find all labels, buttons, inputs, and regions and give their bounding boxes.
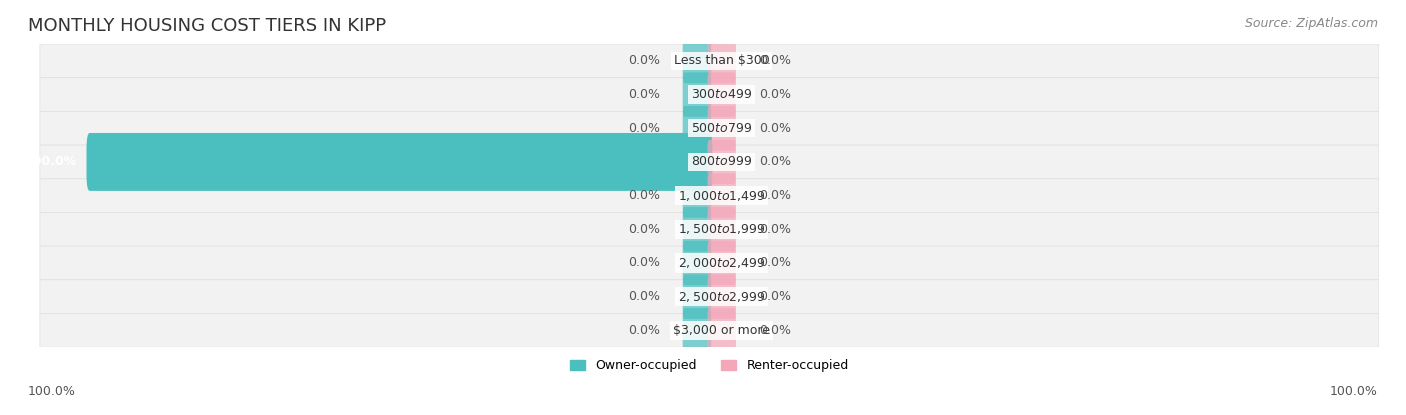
FancyBboxPatch shape: [39, 44, 1379, 78]
Text: $500 to $799: $500 to $799: [692, 122, 752, 135]
Text: 100.0%: 100.0%: [28, 386, 76, 398]
FancyBboxPatch shape: [39, 179, 1379, 212]
FancyBboxPatch shape: [707, 106, 735, 151]
FancyBboxPatch shape: [683, 106, 711, 151]
Text: 0.0%: 0.0%: [759, 223, 792, 236]
Text: 0.0%: 0.0%: [627, 54, 659, 67]
Text: 100.0%: 100.0%: [25, 156, 77, 168]
Text: Source: ZipAtlas.com: Source: ZipAtlas.com: [1244, 17, 1378, 29]
FancyBboxPatch shape: [707, 140, 735, 184]
Text: 0.0%: 0.0%: [759, 122, 792, 135]
Text: $800 to $999: $800 to $999: [692, 156, 752, 168]
Text: $1,000 to $1,499: $1,000 to $1,499: [678, 188, 765, 203]
FancyBboxPatch shape: [39, 78, 1379, 111]
FancyBboxPatch shape: [39, 246, 1379, 280]
Text: 0.0%: 0.0%: [627, 256, 659, 269]
Text: 0.0%: 0.0%: [759, 156, 792, 168]
Text: $2,500 to $2,999: $2,500 to $2,999: [678, 290, 765, 304]
FancyBboxPatch shape: [707, 72, 735, 117]
FancyBboxPatch shape: [683, 241, 711, 285]
Text: $1,500 to $1,999: $1,500 to $1,999: [678, 222, 765, 236]
Text: $2,000 to $2,499: $2,000 to $2,499: [678, 256, 765, 270]
FancyBboxPatch shape: [683, 72, 711, 117]
FancyBboxPatch shape: [39, 145, 1379, 179]
FancyBboxPatch shape: [707, 308, 735, 353]
FancyBboxPatch shape: [683, 173, 711, 218]
Text: 0.0%: 0.0%: [759, 290, 792, 303]
FancyBboxPatch shape: [39, 111, 1379, 145]
Text: 0.0%: 0.0%: [759, 256, 792, 269]
FancyBboxPatch shape: [707, 241, 735, 285]
Text: 0.0%: 0.0%: [627, 189, 659, 202]
Text: 0.0%: 0.0%: [759, 88, 792, 101]
FancyBboxPatch shape: [39, 212, 1379, 246]
FancyBboxPatch shape: [683, 39, 711, 83]
FancyBboxPatch shape: [707, 274, 735, 319]
FancyBboxPatch shape: [683, 308, 711, 353]
Text: 0.0%: 0.0%: [627, 223, 659, 236]
Text: 0.0%: 0.0%: [627, 324, 659, 337]
Text: 0.0%: 0.0%: [627, 290, 659, 303]
Text: 100.0%: 100.0%: [1330, 386, 1378, 398]
Text: 0.0%: 0.0%: [759, 189, 792, 202]
FancyBboxPatch shape: [707, 207, 735, 251]
Text: 0.0%: 0.0%: [759, 54, 792, 67]
FancyBboxPatch shape: [39, 280, 1379, 313]
FancyBboxPatch shape: [87, 133, 713, 191]
Text: $3,000 or more: $3,000 or more: [673, 324, 770, 337]
FancyBboxPatch shape: [707, 39, 735, 83]
FancyBboxPatch shape: [683, 207, 711, 251]
Text: 0.0%: 0.0%: [759, 324, 792, 337]
Text: MONTHLY HOUSING COST TIERS IN KIPP: MONTHLY HOUSING COST TIERS IN KIPP: [28, 17, 387, 34]
FancyBboxPatch shape: [39, 313, 1379, 347]
Text: $300 to $499: $300 to $499: [692, 88, 752, 101]
Text: 0.0%: 0.0%: [627, 122, 659, 135]
FancyBboxPatch shape: [683, 274, 711, 319]
Text: Less than $300: Less than $300: [673, 54, 769, 67]
FancyBboxPatch shape: [707, 173, 735, 218]
Legend: Owner-occupied, Renter-occupied: Owner-occupied, Renter-occupied: [565, 354, 853, 377]
Text: 0.0%: 0.0%: [627, 88, 659, 101]
